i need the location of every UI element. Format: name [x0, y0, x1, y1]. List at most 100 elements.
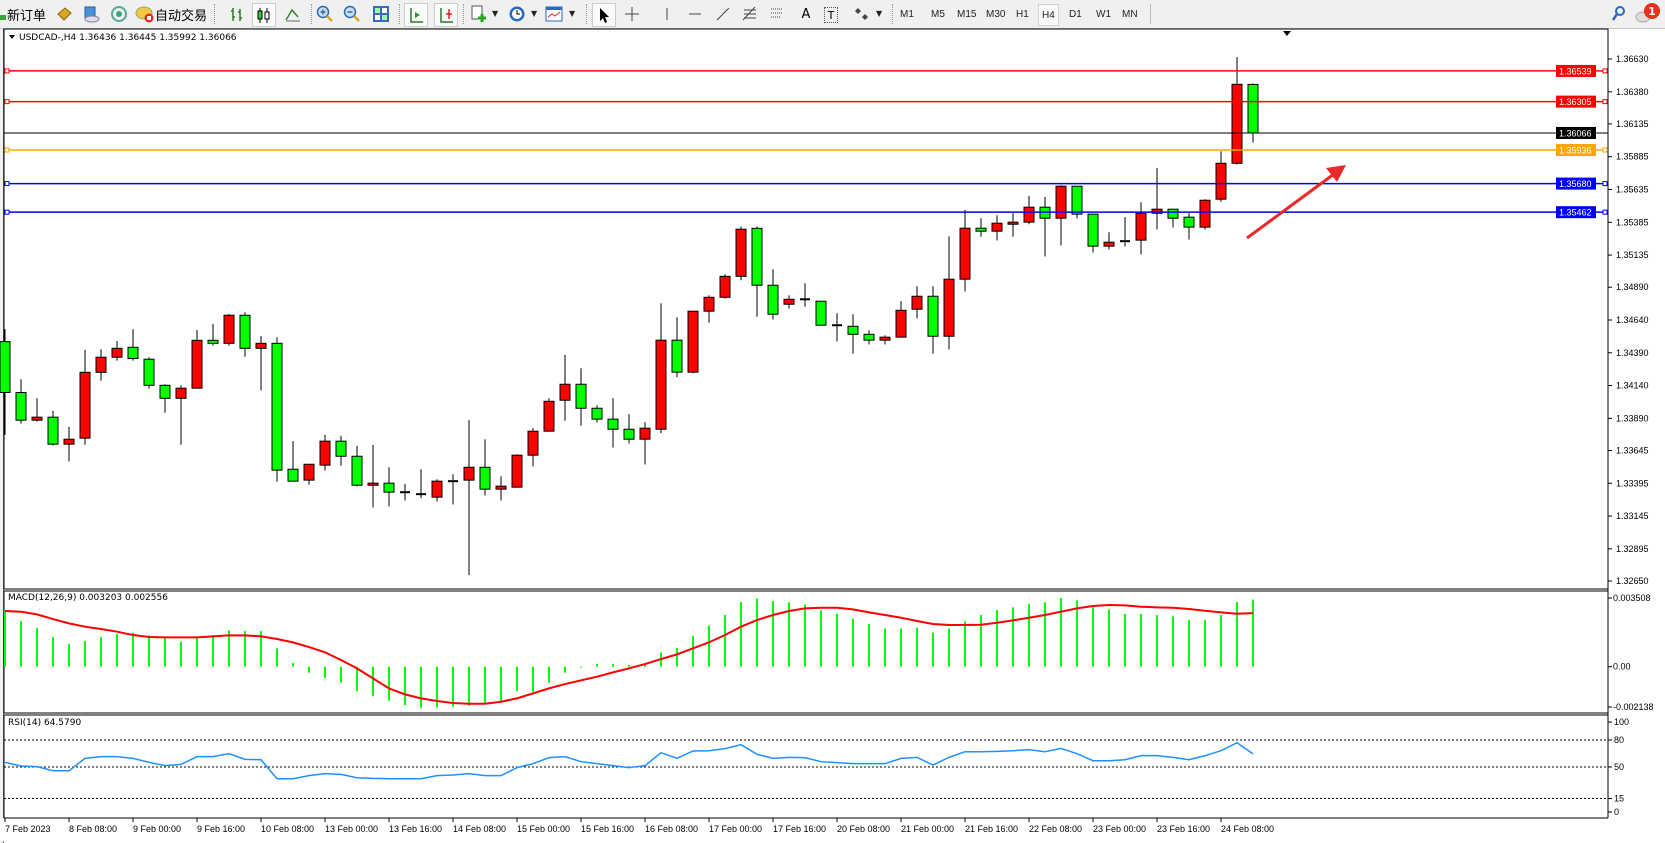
cursor-icon[interactable]	[592, 3, 616, 27]
line-chart-icon[interactable]	[282, 3, 304, 25]
candle	[559, 354, 571, 421]
candle	[943, 236, 955, 350]
timeframe-m15[interactable]: M15	[957, 8, 977, 20]
fibonacci-icon[interactable]	[739, 3, 761, 25]
zoom-out-icon[interactable]	[341, 3, 363, 25]
auto-scroll-icon[interactable]	[404, 3, 428, 27]
candle-body	[207, 339, 219, 344]
templates-dropdown-icon[interactable]: ▼	[569, 9, 576, 18]
time-label: 23 Feb 00:00	[1093, 824, 1146, 834]
candle	[575, 368, 587, 426]
chart-shift-icon[interactable]	[434, 3, 458, 27]
time-label: 22 Feb 08:00	[1029, 824, 1082, 834]
time-label: 21 Feb 00:00	[901, 824, 954, 834]
candle-body	[1247, 83, 1259, 134]
indicators-icon[interactable]	[468, 3, 490, 25]
arrows-dropdown-icon[interactable]: ▼	[876, 9, 883, 18]
candle	[671, 317, 683, 378]
bar-chart-icon[interactable]	[226, 3, 248, 25]
candle	[863, 330, 875, 345]
trendline-icon[interactable]	[712, 3, 734, 25]
timeframe-h4[interactable]: H4	[1038, 4, 1059, 26]
candle-body	[719, 275, 731, 298]
templates-icon[interactable]	[543, 3, 565, 25]
search-icon[interactable]	[1607, 3, 1629, 25]
candle	[719, 274, 731, 299]
new-order-button[interactable]: 新订单	[7, 8, 47, 24]
candle	[783, 295, 795, 309]
timeframe-m5[interactable]: M5	[931, 8, 945, 20]
chart-menu-triangle-icon[interactable]	[9, 35, 15, 39]
candle	[1215, 151, 1227, 202]
timeframe-h1[interactable]: H1	[1016, 8, 1029, 20]
data-window-icon[interactable]	[80, 3, 102, 25]
candle	[1007, 213, 1019, 237]
candle	[175, 385, 187, 445]
auto-trading-button[interactable]: 自动交易	[155, 8, 208, 24]
candle	[991, 215, 1003, 241]
time-label: 15 Feb 16:00	[581, 824, 634, 834]
candle	[479, 439, 491, 496]
line-handle-left	[4, 99, 10, 105]
candle-body	[191, 339, 203, 389]
horizontal-line-icon[interactable]	[684, 3, 706, 25]
candle-body	[431, 480, 443, 498]
candle-body	[127, 346, 139, 360]
candle-body	[1055, 185, 1067, 219]
candle-body	[655, 339, 667, 430]
text-icon[interactable]: A	[801, 6, 811, 22]
horizontal-lines[interactable]: 1.36539 1.36305 1.35936 1.35680 1.35462 1.360…	[4, 64, 1608, 219]
chart-shift-marker-icon[interactable]	[1283, 31, 1291, 36]
candle-body	[1215, 162, 1227, 200]
new-order-icon[interactable]	[0, 3, 8, 25]
timeframe-d1[interactable]: D1	[1069, 8, 1082, 20]
crosshair-icon[interactable]	[621, 3, 643, 25]
toolbar-separator	[311, 4, 314, 24]
timeframe-m30[interactable]: M30	[986, 8, 1006, 20]
candle-body	[495, 485, 507, 490]
timeframe-m1[interactable]: M1	[900, 8, 914, 20]
text-label-icon[interactable]: T	[824, 7, 838, 23]
time-label: 20 Feb 08:00	[837, 824, 890, 834]
annotation-arrow[interactable]	[1246, 165, 1346, 240]
price-line-label: 1.35462	[1559, 208, 1592, 218]
candle	[223, 313, 235, 346]
tile-windows-icon[interactable]	[370, 3, 392, 25]
fibonacci-retracement-icon[interactable]	[766, 3, 788, 25]
timeframe-w1[interactable]: W1	[1096, 8, 1111, 20]
zoom-in-icon[interactable]	[314, 3, 336, 25]
candle	[207, 323, 219, 346]
timeframe-mn[interactable]: MN	[1122, 8, 1138, 20]
line-handle-right	[1602, 68, 1608, 74]
candle-body	[1120, 240, 1130, 243]
candle-body	[543, 400, 555, 432]
candle	[95, 349, 107, 381]
auto-trading-icon[interactable]	[134, 3, 156, 25]
candle-body	[991, 222, 1003, 232]
periods-icon[interactable]	[506, 3, 528, 25]
candlestick-icon[interactable]	[252, 3, 276, 27]
signals-icon[interactable]	[108, 3, 130, 25]
candle-body	[639, 427, 651, 440]
periods-dropdown-icon[interactable]: ▼	[531, 9, 538, 18]
candle-body	[47, 416, 59, 445]
rsi-line	[4, 741, 1254, 780]
market-watch-icon[interactable]	[53, 3, 75, 25]
vertical-line-icon[interactable]	[656, 3, 678, 25]
arrows-icon[interactable]	[851, 3, 873, 25]
candle-body	[416, 493, 426, 496]
indicators-dropdown-icon[interactable]: ▼	[492, 9, 499, 18]
rsi-axis-label: 15	[1614, 794, 1624, 804]
macd-title: MACD(12,26,9) 0.003203 0.002556	[8, 593, 168, 603]
axes: 1.36630 1.36380 1.36135 1.35885 1.35635 1.353…	[4, 54, 1654, 834]
candle	[335, 435, 347, 466]
candle	[31, 398, 43, 422]
line-handle-right	[1602, 147, 1608, 153]
candle	[239, 312, 251, 357]
toolbar-separator	[586, 4, 589, 24]
candle	[591, 405, 603, 423]
price-line-label-bg	[1556, 95, 1596, 108]
candle-body	[895, 309, 907, 338]
price-line-label-bg	[1556, 177, 1596, 190]
